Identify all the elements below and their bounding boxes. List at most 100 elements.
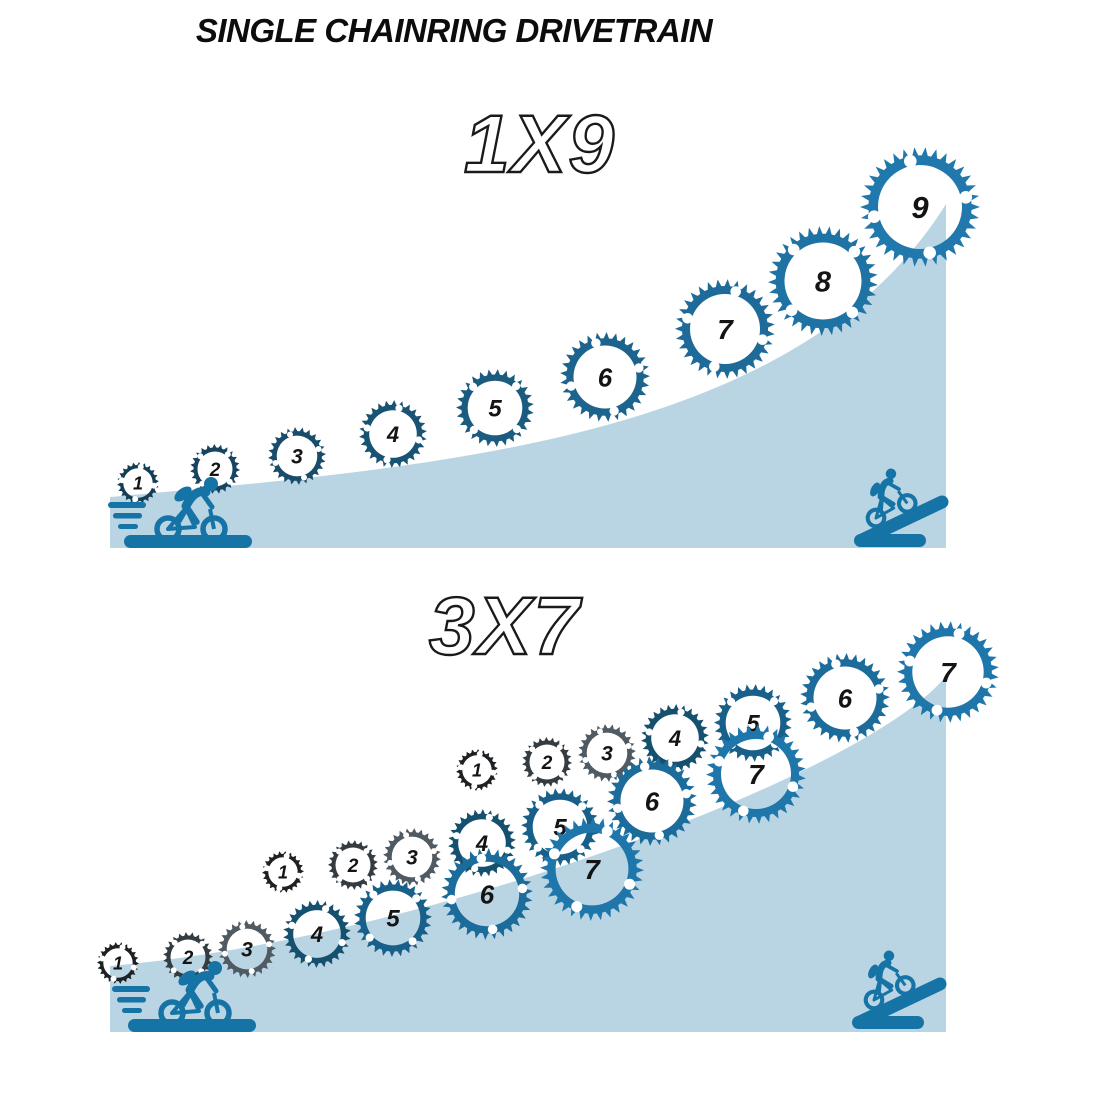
gear-ring (456, 749, 498, 791)
bolt-hole (272, 460, 279, 466)
backpack (174, 486, 192, 502)
section-label-3x7: 3X7 (429, 581, 582, 672)
chainring-gear: 5 (354, 879, 432, 957)
bolt-hole (471, 783, 478, 790)
bolt-hole (296, 872, 302, 879)
gear-number: 3 (601, 743, 613, 766)
bolt-hole (414, 875, 421, 882)
rider-torso (877, 477, 894, 501)
gear-number: 3 (291, 446, 303, 469)
climbing-cyclist-icon (854, 468, 949, 547)
gear-number: 5 (488, 396, 502, 423)
chainring-gear: 4 (283, 900, 351, 968)
chainring-gear: 1 (262, 851, 304, 893)
chainring-gear: 6 (607, 756, 697, 846)
rider-legs (176, 504, 200, 525)
bolt-hole (529, 746, 536, 753)
bolt-hole (476, 750, 483, 757)
chainring-gear: 5 (456, 369, 534, 447)
chainring-gear: 3 (578, 724, 636, 782)
bolt-hole (469, 425, 478, 434)
gear-number: 1 (133, 474, 143, 494)
rider-arm (199, 490, 215, 510)
bolt-hole (487, 924, 498, 935)
bolt-hole (221, 950, 228, 957)
bolt-hole (199, 940, 206, 947)
bolt-hole (336, 848, 342, 855)
front-wheel (200, 515, 228, 543)
cyclist-figure (865, 468, 918, 529)
bolt-hole (806, 702, 816, 712)
bolt-hole (923, 246, 936, 260)
bolt-hole (110, 975, 117, 982)
bolt-hole (266, 941, 273, 948)
chainring-gear: 2 (163, 932, 213, 982)
speeding-cyclist-icon (112, 961, 256, 1032)
bolt-hole (645, 728, 653, 736)
chainring-gear: 6 (560, 332, 650, 422)
bolt-hole (446, 894, 457, 905)
backpack (178, 970, 196, 986)
chainring-gear: 8 (768, 226, 878, 336)
front-wheel (204, 999, 232, 1027)
chainring-gear: 7 (675, 279, 775, 379)
gear-number: 4 (668, 726, 681, 751)
front-wheel (896, 493, 918, 514)
speed-line (112, 986, 150, 992)
backpack (868, 964, 879, 979)
bolt-hole (283, 853, 290, 859)
climbing-cyclist-icon (852, 950, 947, 1029)
speed-line (122, 1008, 142, 1013)
bolt-hole (264, 865, 270, 872)
rider-torso (875, 959, 892, 983)
bolt-hole (517, 883, 528, 894)
gear-number: 2 (209, 460, 221, 481)
bolt-hole (787, 243, 800, 256)
bolt-hole (709, 361, 720, 372)
gear-number: 7 (584, 854, 601, 885)
gear-number: 6 (598, 362, 613, 392)
bolt-hole (511, 382, 521, 391)
bolt-hole (403, 832, 410, 839)
chainring-gear: 7 (897, 621, 999, 723)
bolt-hole (730, 286, 741, 297)
flat-road (128, 1019, 256, 1032)
chainring-gear: 2 (190, 444, 240, 494)
speeding-cyclist-icon (108, 477, 252, 548)
gear-ring (383, 828, 441, 886)
gear-ring (218, 920, 276, 978)
ramp-slope (855, 495, 949, 547)
cyclist-figure (158, 961, 232, 1027)
gear-ring (540, 817, 644, 921)
bolt-hole (831, 659, 841, 669)
gear-ring (860, 147, 980, 267)
bolt-hole (364, 875, 370, 882)
chainring-gear: 7 (540, 817, 644, 921)
bolt-hole (151, 482, 158, 489)
chainring-gear: 1 (117, 462, 159, 504)
bolt-hole (288, 921, 296, 930)
bolt-hole (867, 210, 881, 223)
chainring-gear: 4 (359, 400, 427, 468)
gear-number: 2 (182, 948, 194, 969)
bolt-hole (485, 813, 493, 822)
bolt-hole (576, 845, 585, 854)
rider-legs (180, 988, 204, 1009)
bolt-hole (338, 939, 346, 947)
gear-ring (97, 942, 139, 984)
bolt-hole (130, 964, 137, 971)
bolt-hole (118, 477, 125, 484)
bolt-hole (848, 245, 861, 258)
gear-ring (441, 848, 533, 940)
chainring-gear: 1 (456, 749, 498, 791)
gear-number: 3 (406, 847, 418, 870)
flat-road (124, 535, 252, 548)
gear-ring (641, 704, 709, 772)
bolt-hole (457, 764, 464, 771)
bolt-hole (430, 848, 437, 855)
bolt-hole (363, 848, 370, 854)
bolt-hole (304, 955, 312, 963)
rider-arm (883, 962, 899, 973)
gear-number: 6 (480, 879, 495, 909)
